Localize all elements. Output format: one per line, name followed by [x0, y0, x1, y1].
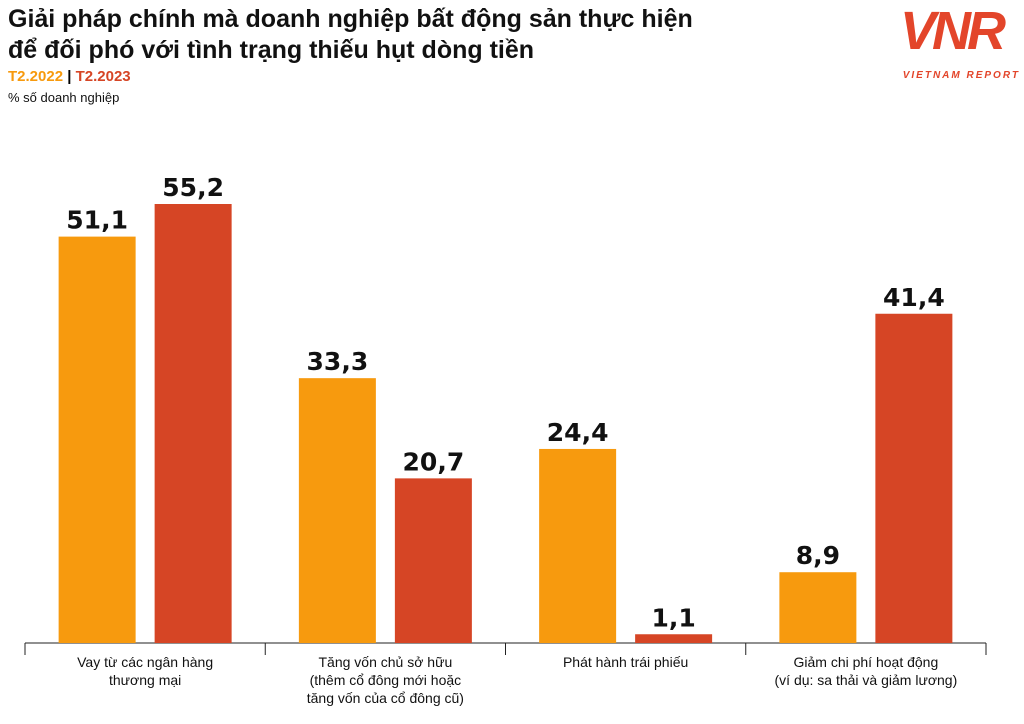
value-label: 1,1	[651, 603, 695, 632]
x-tick-label: Vay từ các ngân hàng thương mại	[77, 654, 214, 688]
x-tick-label: Tăng vốn chủ sở hữu (thêm cổ đông mới ho…	[306, 654, 464, 706]
x-tick-label: Giảm chi phí hoạt động (ví dụ: sa thải v…	[774, 654, 958, 688]
value-label: 24,4	[547, 418, 609, 447]
bar	[779, 572, 857, 643]
legend-separator: |	[67, 68, 76, 85]
legend: T2.2022 | T2.2023	[8, 68, 131, 85]
chart-title: Giải pháp chính mà doanh nghiệp bất động…	[8, 5, 693, 64]
logo-mark: VNR	[899, 1, 1006, 61]
value-label: 41,4	[883, 283, 945, 312]
bar	[394, 478, 472, 643]
value-label: 55,2	[162, 173, 224, 202]
bar	[298, 378, 376, 643]
legend-entry: T2.2023	[75, 68, 131, 85]
legend-entry: T2.2022	[8, 68, 64, 85]
bar	[539, 448, 617, 643]
x-tick-label: Phát hành trái phiếu	[562, 654, 689, 670]
subtitle: % số doanh nghiệp	[8, 90, 120, 105]
logo-text: VIETNAM REPORT	[902, 70, 1020, 81]
bar	[58, 236, 136, 644]
bar	[875, 313, 953, 643]
value-label: 20,7	[403, 447, 465, 476]
value-label: 51,1	[66, 206, 128, 235]
bar	[635, 634, 713, 643]
value-label: 8,9	[796, 541, 840, 570]
bar	[154, 204, 232, 643]
value-label: 33,3	[307, 347, 369, 376]
